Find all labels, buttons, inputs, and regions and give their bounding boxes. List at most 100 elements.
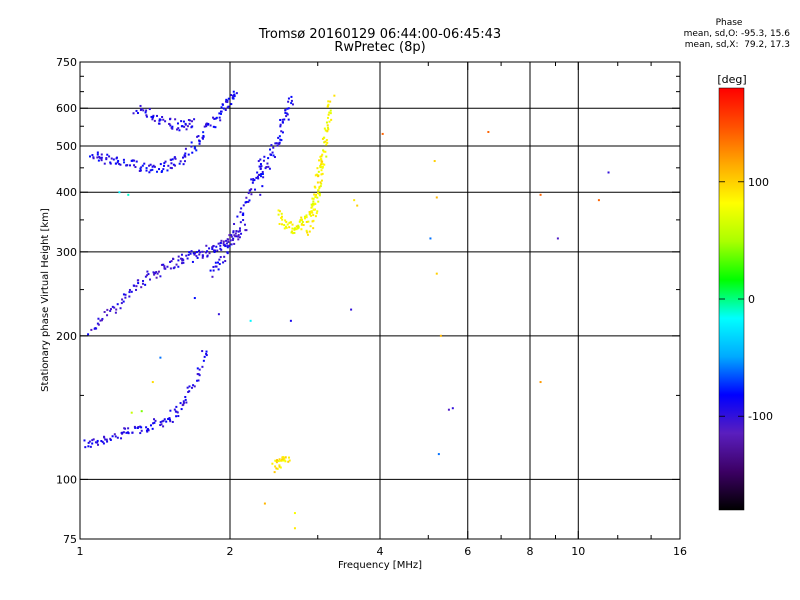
trace-point (305, 214, 308, 217)
scatter-point (487, 130, 490, 133)
trace-point (319, 181, 322, 184)
trace-point (243, 223, 246, 226)
trace-point (175, 410, 178, 413)
trace-point (206, 254, 209, 257)
trace-point (286, 223, 289, 226)
trace-point (184, 152, 187, 155)
trace-point (303, 215, 306, 218)
trace-point (96, 151, 99, 154)
trace-point (325, 155, 328, 158)
trace-point (326, 116, 329, 119)
trace-point (245, 200, 248, 203)
trace-point (180, 262, 183, 265)
trace-point (215, 245, 218, 248)
trace-point (196, 373, 199, 376)
trace-point (128, 291, 131, 294)
trace-point (230, 94, 233, 97)
trace-point (237, 234, 240, 237)
scatter-point (193, 297, 196, 300)
trace-point (83, 439, 86, 442)
trace-point (182, 261, 185, 264)
trace-point (306, 233, 309, 236)
trace-point (168, 122, 171, 125)
trace-point (137, 282, 140, 285)
trace-point (257, 160, 260, 163)
trace-point (190, 250, 193, 253)
trace-point (176, 411, 179, 414)
trace-point (182, 120, 185, 123)
trace-point (316, 210, 319, 213)
trace-point (323, 163, 326, 166)
trace-point (286, 107, 289, 110)
trace-point (275, 461, 278, 464)
trace-point (231, 238, 234, 241)
trace-point (281, 121, 284, 124)
trace-point (269, 148, 272, 151)
trace-point (225, 242, 228, 245)
trace-point (152, 114, 155, 117)
trace-point (98, 156, 101, 159)
trace-point (317, 200, 320, 203)
trace-point (177, 259, 180, 262)
trace-point (217, 268, 220, 271)
trace-point (322, 163, 325, 166)
trace-point (163, 164, 166, 167)
trace-point (230, 243, 233, 246)
trace-point (191, 125, 194, 128)
trace-point (121, 431, 124, 434)
trace-point (132, 112, 135, 115)
trace-point (276, 467, 279, 470)
trace-point (152, 115, 155, 118)
trace-point (273, 156, 276, 159)
trace-point (152, 271, 155, 274)
trace-point (274, 465, 277, 468)
trace-point (217, 261, 220, 264)
trace-point (230, 235, 233, 238)
scatter-point (447, 408, 450, 411)
trace-point (320, 155, 323, 158)
trace-point (97, 443, 100, 446)
trace-point (191, 120, 194, 123)
trace-point (325, 139, 328, 142)
trace-point (151, 427, 154, 430)
trace-point (161, 115, 164, 118)
trace-point (267, 157, 270, 160)
trace-point (140, 166, 143, 169)
trace-point (158, 168, 161, 171)
trace-point (135, 288, 138, 291)
trace-point (219, 242, 222, 245)
trace-point (184, 398, 187, 401)
x-tick-label: 2 (227, 545, 234, 558)
trace-point (205, 350, 208, 353)
trace-point (288, 221, 291, 224)
trace-point (238, 229, 241, 232)
trace-point (198, 142, 201, 145)
trace-point (230, 103, 233, 106)
trace-point (201, 250, 204, 253)
trace-point (222, 242, 225, 245)
trace-point (280, 130, 283, 133)
trace-point (297, 227, 300, 230)
trace-point (261, 171, 264, 174)
trace-point (122, 293, 125, 296)
trace-point (259, 163, 262, 166)
trace-point (187, 119, 190, 122)
x-tick-label: 16 (673, 545, 687, 558)
trace-point (186, 257, 189, 260)
trace-point (322, 136, 325, 139)
scatter-point (435, 272, 438, 275)
trace-point (106, 440, 109, 443)
trace-point (285, 226, 288, 229)
trace-point (170, 260, 173, 263)
trace-point (161, 170, 164, 173)
trace-point (223, 243, 226, 246)
trace-point (311, 211, 314, 214)
trace-point (138, 169, 141, 172)
trace-point (154, 272, 157, 275)
trace-point (188, 390, 191, 393)
trace-point (125, 431, 128, 434)
scatter-point (350, 308, 353, 311)
trace-point (301, 221, 304, 224)
trace-point (127, 432, 130, 435)
trace-point (160, 263, 163, 266)
